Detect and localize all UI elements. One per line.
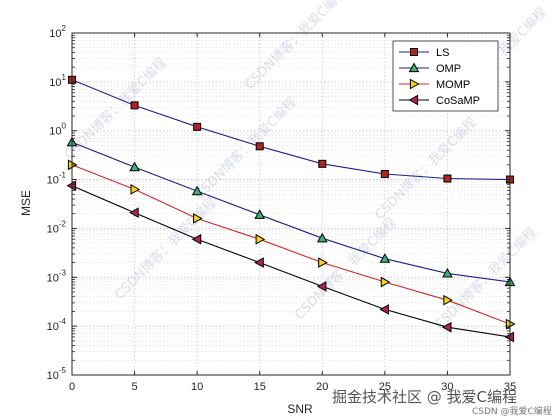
- data-point-cosamp: [316, 281, 327, 292]
- series-line-momp: [71, 164, 511, 325]
- data-point-ls: [443, 174, 452, 183]
- footer-watermark: 掘金技术社区 @ 我爱C编程 CSDN @我爱C编程: [332, 388, 552, 417]
- footer-watermark-small: CSDN @我爱C编程: [472, 405, 552, 417]
- data-point-ls: [380, 170, 389, 179]
- y-tick-label: 101: [49, 73, 66, 89]
- y-axis-label: MSE: [19, 190, 33, 216]
- legend-marker-cosamp: [408, 94, 419, 106]
- axes: [71, 32, 511, 376]
- data-point-ls: [130, 101, 139, 110]
- y-tick-label: 10-5: [47, 366, 67, 382]
- y-tick-label: 10-2: [47, 219, 67, 235]
- data-point-momp: [443, 294, 453, 306]
- data-point-momp: [255, 233, 266, 245]
- legend-marker-momp: [409, 78, 420, 90]
- x-tick-label: 20: [316, 381, 328, 393]
- y-tick-label: 10-4: [47, 317, 67, 333]
- data-point-omp: [316, 232, 328, 243]
- y-tick-label: 100: [49, 122, 66, 138]
- data-point-cosamp: [441, 321, 452, 333]
- series-line-ls: [71, 79, 511, 181]
- series-ls: [68, 75, 514, 184]
- x-tick-label: 5: [132, 381, 138, 393]
- x-tick-label: 25: [379, 381, 391, 393]
- data-point-momp: [380, 276, 391, 288]
- ticks: 0 5 10 15 20 25 30 35 10-5 10-4 10-3 10-2 10-1 100 101…: [47, 24, 517, 393]
- legend-label-momp: MOMP: [436, 79, 470, 91]
- x-tick-label: 30: [441, 381, 453, 393]
- data-point-omp: [379, 253, 391, 263]
- data-point-momp: [193, 213, 203, 224]
- series-momp: [67, 159, 516, 330]
- legend-label-ls: LS: [436, 47, 449, 59]
- data-point-omp: [442, 267, 453, 278]
- y-tick-label: 10-3: [47, 268, 67, 284]
- data-point-momp: [318, 257, 328, 268]
- legend: LS OMP MOMP CoSaMP: [392, 40, 499, 112]
- data-point-ls: [255, 142, 264, 151]
- legend-label-cosamp: CoSaMP: [436, 95, 480, 107]
- legend-marker-omp: [408, 62, 420, 73]
- footer-watermark-text: 掘金技术社区 @ 我爱C编程: [332, 388, 517, 406]
- legend-label-omp: OMP: [436, 63, 461, 75]
- data-point-cosamp: [191, 233, 202, 245]
- series-line-omp: [71, 141, 511, 283]
- data-point-cosamp: [129, 207, 139, 219]
- x-tick-label: 35: [504, 381, 516, 393]
- data-point-omp: [129, 161, 140, 172]
- data-point-omp: [254, 209, 266, 219]
- x-tick-label: 10: [191, 381, 203, 393]
- data-point-ls: [193, 122, 202, 131]
- y-tick-label: 102: [49, 24, 66, 40]
- data-point-cosamp: [379, 304, 389, 315]
- y-tick-label: 10-1: [47, 171, 67, 187]
- x-axis-label: SNR: [287, 402, 313, 416]
- data-point-cosamp: [254, 257, 264, 268]
- series-line-cosamp: [71, 185, 511, 338]
- x-tick-label: 0: [69, 381, 75, 393]
- axes-box: [71, 32, 511, 376]
- x-tick-label: 15: [254, 381, 266, 393]
- data-point-ls: [318, 159, 327, 168]
- data-point-omp: [191, 185, 203, 196]
- legend-marker-ls: [410, 48, 418, 56]
- data-point-momp: [130, 184, 141, 195]
